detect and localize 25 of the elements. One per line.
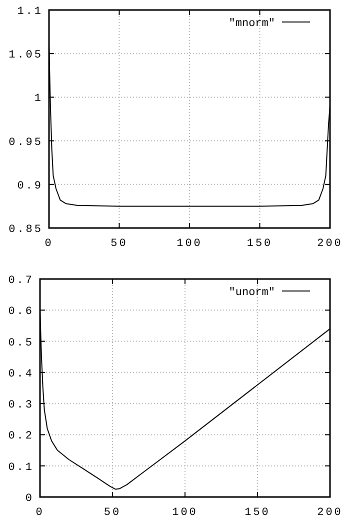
y-tick-label: 0.95 bbox=[8, 136, 43, 149]
x-tick-label: 100 bbox=[176, 238, 202, 250]
x-tick-label: 100 bbox=[172, 507, 198, 519]
y-tick-label: 0 bbox=[25, 493, 34, 505]
x-tick-label: 50 bbox=[110, 238, 128, 250]
y-tick-label: 0.1 bbox=[8, 462, 34, 474]
y-tick-label: 0.6 bbox=[8, 306, 34, 318]
y-tick-label: 0.85 bbox=[8, 224, 43, 236]
y-tick-label: 0.3 bbox=[8, 400, 34, 412]
x-tick-label: 150 bbox=[246, 238, 273, 250]
legend-label: "unorm" bbox=[228, 287, 275, 299]
x-tick-label: 200 bbox=[317, 507, 343, 519]
legend-label: "mnorm" bbox=[228, 18, 275, 30]
y-tick-label: 1.05 bbox=[8, 50, 43, 62]
y-tick-label: 0.2 bbox=[8, 430, 34, 443]
y-tick-label: 0.9 bbox=[17, 180, 43, 192]
y-tick-label: 0.7 bbox=[8, 275, 34, 287]
y-tick-label: 1.1 bbox=[17, 6, 43, 18]
x-tick-label: 150 bbox=[244, 507, 270, 519]
y-tick-label: 0.5 bbox=[8, 337, 34, 350]
x-tick-label: 50 bbox=[104, 507, 122, 519]
y-tick-label: 0.4 bbox=[8, 368, 34, 380]
y-tick-label: 1 bbox=[34, 93, 43, 106]
x-tick-label: 200 bbox=[317, 238, 343, 250]
x-tick-label: 0 bbox=[44, 238, 54, 250]
